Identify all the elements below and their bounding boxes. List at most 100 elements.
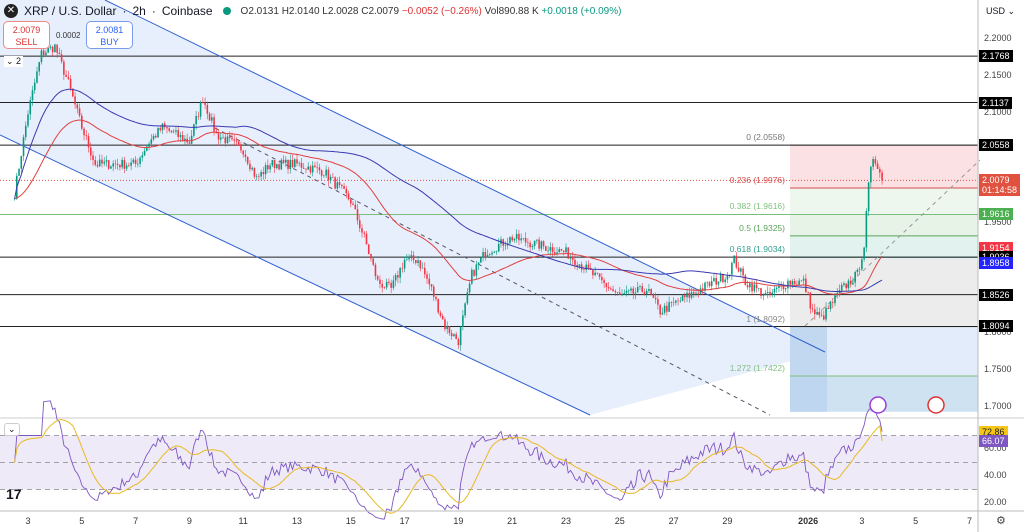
candle-body <box>20 156 23 169</box>
candle-body <box>388 281 390 283</box>
candle-body <box>381 283 383 288</box>
candle <box>356 203 359 225</box>
candle <box>874 155 877 167</box>
candle-body <box>291 159 294 168</box>
candle-body <box>78 108 81 116</box>
candle-body <box>722 273 724 283</box>
candle-body <box>556 252 558 254</box>
price-tick-label: 1.7000 <box>984 401 1012 411</box>
date-tick-label: 9 <box>186 516 192 526</box>
candle <box>520 233 522 244</box>
candle <box>455 331 457 340</box>
candle-body <box>749 283 751 288</box>
candle <box>358 215 361 233</box>
candle-body <box>471 269 473 284</box>
candle <box>27 110 29 129</box>
sell-price: 2.0079 <box>12 25 41 35</box>
candle <box>98 154 101 168</box>
candle <box>545 245 547 251</box>
candle-body <box>432 286 435 297</box>
date-tick-label: 25 <box>614 516 625 526</box>
settings-gear-icon[interactable]: ⚙ <box>996 515 1006 527</box>
candle <box>495 250 498 255</box>
candle <box>199 100 202 120</box>
candle-body <box>336 182 339 189</box>
candle <box>260 169 262 181</box>
candle <box>437 298 440 315</box>
candle-body <box>825 307 827 320</box>
candle-body <box>513 238 516 241</box>
candle-body <box>260 172 262 177</box>
candle <box>448 325 451 336</box>
candle-body <box>820 315 823 316</box>
candle-body <box>847 280 850 289</box>
candle-body <box>323 175 325 177</box>
candle-body <box>314 165 316 167</box>
candle-body <box>601 276 603 281</box>
candle-body <box>419 260 422 269</box>
candle <box>264 162 267 180</box>
candle-body <box>356 209 359 221</box>
candle <box>94 156 97 167</box>
date-tick-label: 11 <box>238 516 248 526</box>
candle-body <box>834 295 836 304</box>
candle <box>670 301 673 308</box>
candle-body <box>527 242 529 244</box>
candle <box>29 96 32 121</box>
candle <box>20 155 23 173</box>
candle <box>509 236 511 246</box>
buy-button[interactable]: 2.0081 BUY <box>86 21 133 49</box>
candle-body <box>289 159 292 170</box>
candle <box>267 159 269 174</box>
currency-selector[interactable]: USD ⌄ <box>986 6 1016 16</box>
candle <box>204 97 206 109</box>
candle-body <box>827 307 830 309</box>
candle-body <box>233 139 236 141</box>
candle <box>228 131 231 142</box>
candle-body <box>150 139 153 144</box>
symbol-name[interactable]: XRP / U.S. Dollar <box>24 4 117 18</box>
candle <box>51 45 54 56</box>
candle <box>352 200 354 206</box>
candle-body <box>134 159 137 164</box>
rsi-collapse-button[interactable]: ⌄ <box>4 423 20 436</box>
xrp-logo-icon: ✕ <box>4 4 18 18</box>
interval[interactable]: 2h <box>132 4 146 18</box>
candle <box>78 103 81 118</box>
candle-body <box>45 52 47 56</box>
tradingview-logo[interactable]: 17 <box>6 486 22 502</box>
candle-body <box>515 233 518 239</box>
sell-button[interactable]: 2.0079 SELL <box>3 21 50 49</box>
candle-body <box>455 334 457 340</box>
candle <box>775 286 778 293</box>
candle-body <box>587 264 590 268</box>
candle <box>374 262 377 281</box>
buy-price: 2.0081 <box>95 25 124 35</box>
candle-body <box>235 140 238 142</box>
candle-body <box>69 78 72 89</box>
candle <box>376 274 379 282</box>
candle <box>699 284 702 295</box>
candle <box>643 288 646 296</box>
candle <box>549 242 552 256</box>
fib-zone <box>790 145 978 188</box>
candle <box>195 111 197 130</box>
candle-body <box>870 166 872 183</box>
candle <box>527 238 529 248</box>
price-level-tag: 2.0558 <box>979 139 1013 152</box>
candle-body <box>742 268 744 276</box>
fib-level-label: 1.272 (1.7422) <box>729 362 785 373</box>
open-value: O2.0131 <box>240 5 279 17</box>
price-level-tag: 1.8958 <box>979 256 1013 269</box>
candle-body <box>522 237 525 239</box>
candle <box>773 284 776 298</box>
candle-body <box>858 269 861 270</box>
candle <box>605 282 608 293</box>
indicators-collapse-button[interactable]: ⌄ 2 <box>4 56 24 67</box>
candle-body <box>157 128 159 138</box>
fib-level-label: 0 (2.0558) <box>746 132 785 143</box>
candle <box>329 174 332 184</box>
candle <box>417 255 419 267</box>
candle <box>666 301 668 316</box>
